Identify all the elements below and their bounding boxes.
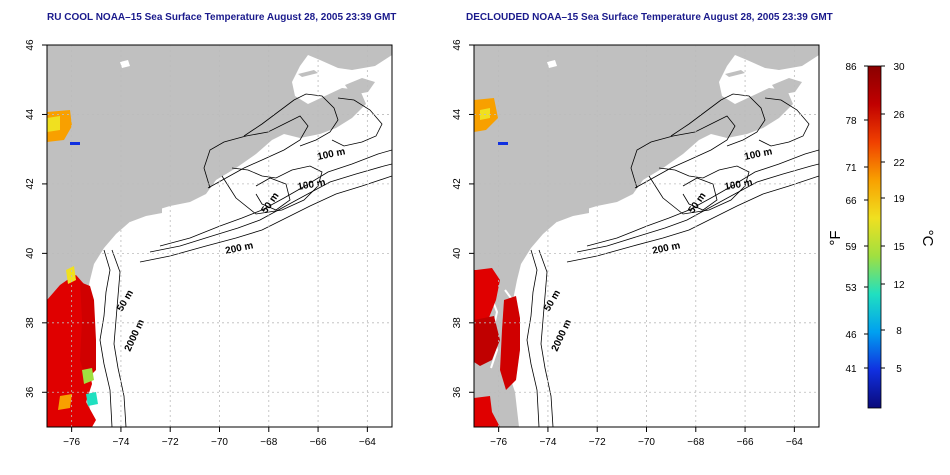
lat-tick-label-left-3: 42: [25, 178, 36, 190]
sst-patch-left-9: [70, 142, 80, 145]
lat-tick-label-right-1: 38: [452, 317, 463, 329]
sst-patch-left-8: [47, 116, 60, 132]
map-title-right: DECLOUDED NOAA–15 Sea Surface Temperatur…: [466, 12, 833, 23]
fahrenheit-tick-label-5: 53: [845, 283, 857, 294]
lon-tick-label-left-1: −74: [112, 437, 129, 448]
island-left-2: [298, 70, 318, 77]
map-title-left: RU COOL NOAA–15 Sea Surface Temperature …: [47, 12, 397, 23]
sst-patch-left-1: [80, 282, 96, 380]
lon-tick-label-right-2: −72: [589, 437, 606, 448]
lat-tick-label-right-4: 44: [452, 108, 463, 120]
island-left-3: [120, 60, 130, 68]
celsius-axis-label: °C: [919, 230, 936, 247]
lon-tick-label-right-4: −68: [687, 437, 704, 448]
colorbar-ramp: [867, 65, 882, 409]
bathymetry-contour-left-9: [255, 177, 291, 211]
celsius-tick-label-2: 22: [893, 158, 905, 169]
celsius-tick-label-5: 12: [893, 280, 905, 291]
bathymetry-contour-right-4: [538, 249, 554, 427]
fahrenheit-tick-label-1: 78: [845, 116, 857, 127]
lon-tick-label-left-0: −76: [63, 437, 80, 448]
bathymetry-contour-left-0: [159, 149, 392, 247]
bathymetry-contour-right-6: [648, 165, 750, 215]
lat-tick-label-left-2: 40: [25, 247, 36, 259]
celsius-tick-label-6: 8: [896, 326, 902, 337]
bathymetry-contour-right-9: [682, 177, 718, 211]
fahrenheit-tick-label-3: 66: [845, 196, 857, 207]
island-right-2: [725, 70, 745, 77]
bathymetry-contour-left-8: [331, 97, 383, 147]
fahrenheit-axis-label: °F: [827, 230, 844, 245]
lon-tick-label-right-1: −74: [539, 437, 556, 448]
bathymetry-contour-left-5: [203, 115, 309, 189]
lat-tick-label-left-5: 46: [25, 39, 36, 51]
lat-tick-label-left-1: 38: [25, 317, 36, 329]
fahrenheit-tick-label-4: 59: [845, 242, 857, 253]
bathymetry-contour-right-0: [586, 149, 819, 247]
bathymetry-contour-left-7: [243, 93, 339, 147]
bathymetry-contour-left-2: [139, 175, 392, 263]
fahrenheit-tick-label-0: 86: [845, 62, 857, 73]
contour-label-right-1: 100 m: [724, 177, 754, 193]
island-right-3: [547, 60, 557, 68]
sst-patch-right-1: [500, 296, 520, 390]
bathymetry-contour-left-3: [99, 249, 113, 427]
bathymetry-contour-right-2: [566, 175, 819, 263]
fahrenheit-tick-label-2: 71: [845, 163, 857, 174]
fahrenheit-tick-label-7: 41: [845, 364, 857, 375]
lat-tick-label-left-4: 44: [25, 108, 36, 120]
contour-label-left-1: 100 m: [297, 177, 327, 193]
celsius-tick-label-0: 30: [893, 62, 905, 73]
lon-tick-label-right-3: −70: [638, 437, 655, 448]
bathymetry-contour-left-6: [221, 165, 323, 215]
celsius-tick-label-1: 26: [893, 110, 905, 121]
sst-patch-left-4: [82, 368, 94, 384]
lat-tick-label-right-3: 42: [452, 178, 463, 190]
lon-tick-label-right-0: −76: [490, 437, 507, 448]
lat-tick-label-right-2: 40: [452, 247, 463, 259]
lon-tick-label-left-6: −64: [359, 437, 376, 448]
sst-patch-right-6: [498, 142, 508, 145]
celsius-tick-label-7: 5: [896, 364, 902, 375]
lon-tick-label-left-4: −68: [260, 437, 277, 448]
coastline-land-left: [47, 45, 392, 427]
lon-tick-label-right-5: −66: [737, 437, 754, 448]
bathymetry-contour-left-1: [149, 163, 392, 253]
coastline-land-right: [474, 45, 819, 427]
bathymetry-contour-right-1: [576, 163, 819, 253]
island-right-1: [555, 208, 589, 222]
sst-patch-left-3: [54, 336, 64, 352]
lat-tick-label-right-0: 36: [452, 386, 463, 398]
sst-patch-left-6: [58, 394, 72, 410]
sst-patch-right-3: [474, 396, 500, 427]
celsius-tick-label-3: 19: [893, 194, 905, 205]
celsius-tick-label-4: 15: [893, 242, 905, 253]
lon-tick-label-left-3: −70: [211, 437, 228, 448]
lat-tick-label-left-0: 36: [25, 386, 36, 398]
lon-tick-label-right-6: −64: [786, 437, 803, 448]
lat-tick-label-right-5: 46: [452, 39, 463, 51]
bathymetry-contour-right-3: [526, 249, 540, 427]
bathymetry-contour-right-8: [758, 97, 810, 147]
lon-tick-label-left-5: −66: [310, 437, 327, 448]
bathymetry-contour-left-4: [111, 249, 127, 427]
sst-patch-right-5: [480, 108, 490, 120]
sst-patch-left-5: [86, 392, 98, 406]
bathymetry-contour-right-7: [670, 93, 766, 147]
island-left-1: [128, 208, 162, 222]
temperature-colorbar: 30 26 22 19 15 12 8 5 86 78 71 66 59 53 46 41 °F °C: [827, 62, 936, 409]
fahrenheit-tick-label-6: 46: [845, 330, 857, 341]
sst-patch-right-2: [474, 316, 500, 366]
sst-patch-left-2: [66, 266, 76, 284]
lon-tick-label-left-2: −72: [162, 437, 179, 448]
bathymetry-contour-right-5: [630, 115, 736, 189]
